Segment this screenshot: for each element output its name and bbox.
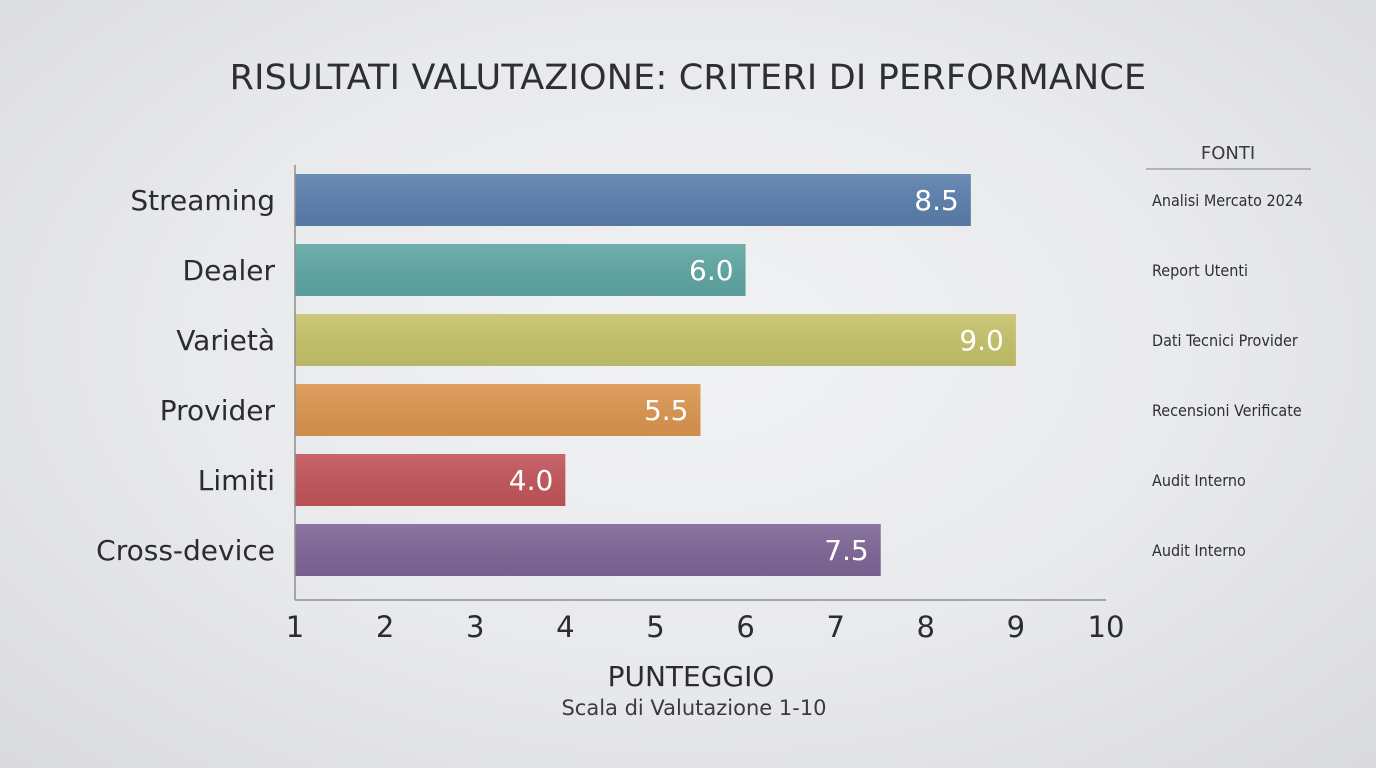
source-item: Audit Interno: [1152, 471, 1246, 490]
bar-shading: [295, 524, 881, 576]
bar-value-label: 6.0: [689, 254, 734, 287]
x-tick-label: 1: [286, 610, 304, 644]
chart-title: RISULTATI VALUTAZIONE: CRITERI DI PERFOR…: [230, 58, 1147, 98]
category-label: Provider: [160, 394, 276, 427]
x-tick-label: 4: [556, 610, 574, 644]
bar-value-label: 7.5: [824, 534, 869, 567]
bar-shading: [295, 454, 566, 506]
x-axis-subtitle: Scala di Valutazione 1-10: [561, 696, 826, 720]
x-tick-label: 7: [826, 610, 844, 644]
source-item: Recensioni Verificate: [1152, 401, 1302, 420]
sources-list: Analisi Mercato 2024 Report Utenti Dati Te…: [1152, 191, 1303, 560]
bar-shading: [295, 384, 701, 436]
x-tick-label: 9: [1007, 610, 1025, 644]
category-labels-group: Streaming Dealer Varietà Provider Limiti Cros…: [96, 184, 275, 567]
x-axis-title: PUNTEGGIO: [608, 660, 775, 693]
category-label: Streaming: [130, 184, 275, 217]
category-label: Cross-device: [96, 534, 275, 567]
source-item: Report Utenti: [1152, 261, 1248, 280]
bars-group: 8.5 6.0 9.0 5.5 4.0 7.5: [295, 174, 1016, 576]
sources-header: FONTI: [1201, 143, 1255, 164]
source-item: Analisi Mercato 2024: [1152, 191, 1303, 210]
source-item: Audit Interno: [1152, 541, 1246, 560]
x-tick-label: 10: [1088, 610, 1125, 644]
x-tick-label: 2: [376, 610, 394, 644]
x-tick-label: 3: [466, 610, 484, 644]
bar-value-label: 4.0: [509, 464, 554, 497]
category-label: Varietà: [176, 324, 275, 357]
bar-shading: [295, 314, 1016, 366]
x-tick-labels-group: 1 2 3 4 5 6 7 8 9 10: [286, 610, 1125, 644]
bar-shading: [295, 244, 746, 296]
bar-value-label: 5.5: [644, 394, 689, 427]
x-tick-label: 5: [646, 610, 664, 644]
category-label: Dealer: [183, 254, 276, 287]
x-tick-label: 6: [736, 610, 754, 644]
bar-shading: [295, 174, 971, 226]
x-tick-label: 8: [917, 610, 935, 644]
category-label: Limiti: [198, 464, 275, 497]
bar-value-label: 8.5: [914, 184, 959, 217]
bar-value-label: 9.0: [959, 324, 1004, 357]
source-item: Dati Tecnici Provider: [1152, 331, 1298, 350]
